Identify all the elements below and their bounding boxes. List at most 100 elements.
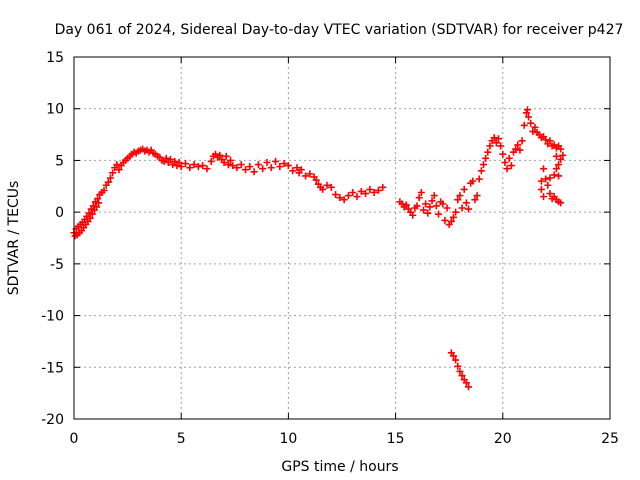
data-point — [194, 163, 202, 171]
data-point — [113, 161, 121, 169]
data-point — [480, 161, 488, 169]
data-point — [542, 175, 550, 183]
data-point — [344, 192, 352, 200]
data-point — [242, 166, 250, 174]
data-point — [85, 209, 93, 217]
data-point — [426, 203, 434, 211]
y-axis-label: SDTVAR / TECUs — [6, 181, 22, 296]
data-point — [422, 200, 430, 208]
data-point — [531, 123, 539, 131]
data-point — [557, 155, 565, 163]
data-point — [456, 192, 464, 200]
data-point — [482, 154, 490, 162]
data-point — [492, 139, 500, 147]
data-point — [254, 161, 262, 169]
data-point — [106, 174, 114, 182]
data-point — [280, 160, 288, 168]
data-point — [289, 167, 297, 175]
data-point — [370, 188, 378, 196]
data-point — [469, 177, 477, 185]
data-point — [207, 157, 215, 165]
x-tick-label: 10 — [279, 431, 297, 447]
data-point — [497, 142, 505, 150]
data-point — [175, 158, 183, 166]
data-point — [284, 162, 292, 170]
data-point — [222, 152, 230, 160]
data-point — [447, 217, 455, 225]
data-point — [460, 185, 468, 193]
data-point — [409, 211, 417, 219]
data-point — [512, 145, 520, 153]
data-point — [415, 194, 423, 202]
data-point — [374, 186, 382, 194]
data-point — [544, 181, 552, 189]
data-point — [518, 137, 526, 145]
data-point — [233, 164, 241, 172]
data-point — [555, 172, 563, 180]
data-point — [100, 186, 108, 194]
x-tick-label: 20 — [494, 431, 512, 447]
data-point — [237, 161, 245, 169]
data-point — [552, 165, 560, 173]
data-point — [297, 166, 305, 174]
data-point — [353, 193, 361, 201]
data-point — [428, 197, 436, 205]
data-points — [70, 106, 567, 391]
data-point — [495, 135, 503, 143]
data-point — [227, 156, 235, 164]
data-point — [115, 166, 123, 174]
data-point — [557, 199, 565, 207]
data-point — [306, 170, 314, 178]
data-point — [540, 165, 548, 173]
data-point — [490, 134, 498, 142]
y-tick-label: -15 — [41, 360, 64, 376]
data-point — [166, 155, 174, 163]
x-tick-label: 15 — [387, 431, 405, 447]
data-point — [95, 199, 103, 207]
data-point — [89, 202, 97, 210]
data-point — [514, 141, 522, 149]
data-point — [216, 151, 224, 159]
data-point — [302, 172, 310, 180]
data-point — [550, 171, 558, 179]
data-point — [456, 367, 464, 375]
data-point — [546, 137, 554, 145]
data-point — [379, 183, 387, 191]
data-point — [486, 142, 494, 150]
data-point — [186, 164, 194, 172]
data-point — [224, 161, 232, 169]
data-point — [332, 191, 340, 199]
data-point — [323, 181, 331, 189]
y-tick-label: -5 — [50, 257, 64, 273]
data-point — [362, 190, 370, 198]
data-point — [319, 185, 327, 193]
data-point — [293, 164, 301, 172]
data-point — [441, 216, 449, 224]
data-point — [430, 192, 438, 200]
data-point — [272, 157, 280, 165]
data-point — [507, 162, 515, 170]
data-point — [540, 193, 548, 201]
data-point — [537, 177, 545, 185]
data-point — [402, 201, 410, 209]
data-point — [449, 213, 457, 221]
data-point — [349, 188, 357, 196]
data-point — [203, 165, 211, 173]
data-point — [419, 206, 427, 214]
x-tick-label: 25 — [601, 431, 619, 447]
data-point — [458, 204, 466, 212]
data-point — [552, 152, 560, 160]
data-point — [417, 188, 425, 196]
data-point — [559, 151, 567, 159]
data-point — [220, 158, 228, 166]
data-point — [501, 158, 509, 166]
data-point — [93, 203, 101, 211]
data-point — [246, 163, 254, 171]
plot-frame — [73, 56, 611, 420]
data-point — [557, 145, 565, 153]
data-point — [537, 185, 545, 193]
data-point — [464, 205, 472, 213]
data-point — [88, 210, 96, 218]
y-tick-label: 10 — [46, 102, 64, 118]
